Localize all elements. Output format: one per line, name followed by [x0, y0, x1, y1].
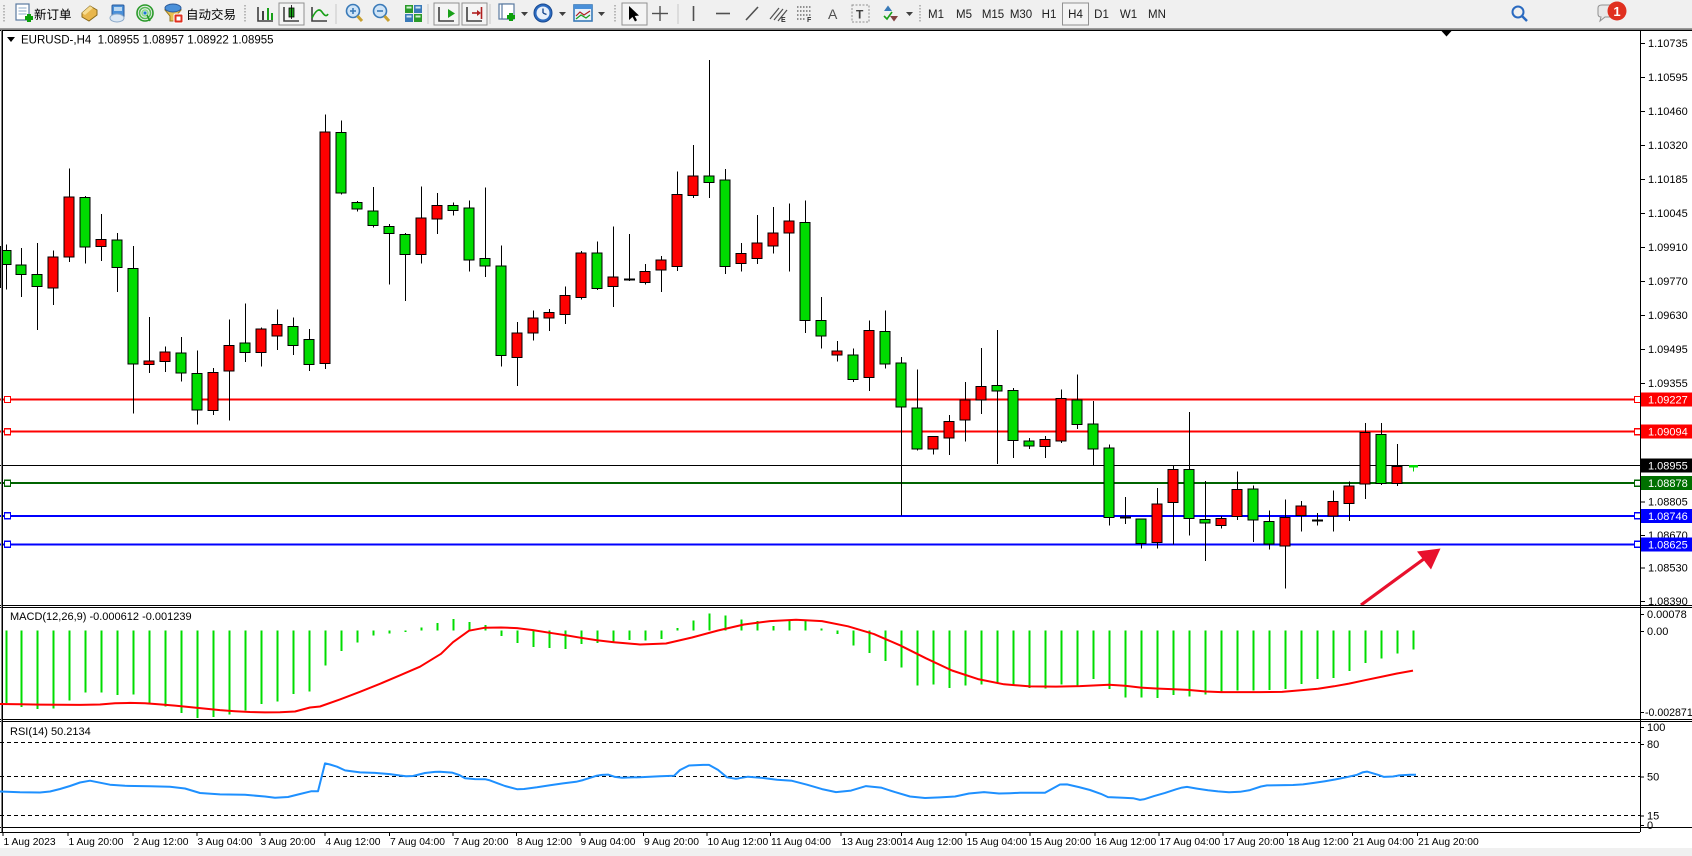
svg-text:1.10045: 1.10045	[1648, 208, 1688, 220]
svg-text:0: 0	[1647, 820, 1653, 832]
svg-text:0.00078: 0.00078	[1647, 609, 1687, 621]
svg-text:10 Aug 12:00: 10 Aug 12:00	[708, 837, 769, 848]
svg-text:1.09495: 1.09495	[1648, 344, 1688, 356]
svg-text:2 Aug 12:00: 2 Aug 12:00	[134, 837, 189, 848]
svg-text:1.09770: 1.09770	[1648, 276, 1688, 288]
svg-text:1.08746: 1.08746	[1648, 511, 1688, 523]
svg-text:17 Aug 20:00: 17 Aug 20:00	[1224, 837, 1285, 848]
svg-text:1.08805: 1.08805	[1648, 497, 1688, 509]
svg-text:1: 1	[1613, 4, 1620, 19]
svg-text:15 Aug 04:00: 15 Aug 04:00	[967, 837, 1028, 848]
svg-text:15 Aug 20:00: 15 Aug 20:00	[1031, 837, 1092, 848]
svg-text:T: T	[856, 8, 864, 22]
svg-text:13 Aug 23:00: 13 Aug 23:00	[842, 837, 903, 848]
svg-text:15: 15	[1647, 811, 1659, 823]
svg-text:MACD(12,26,9) -0.000612 -0.001: MACD(12,26,9) -0.000612 -0.001239	[10, 611, 192, 623]
svg-text:4 Aug 12:00: 4 Aug 12:00	[326, 837, 381, 848]
svg-text:21 Aug 20:00: 21 Aug 20:00	[1418, 837, 1479, 848]
svg-text:1.09094: 1.09094	[1648, 427, 1688, 439]
svg-text:H1: H1	[1042, 9, 1057, 21]
svg-text:1.09910: 1.09910	[1648, 242, 1688, 254]
svg-text:1 Aug 2023: 1 Aug 2023	[4, 837, 56, 848]
svg-text:EURUSD-,H4 1.08955 1.08957 1.: EURUSD-,H4 1.08955 1.08957 1.08922 1.089…	[21, 35, 274, 47]
svg-text:21 Aug 04:00: 21 Aug 04:00	[1353, 837, 1414, 848]
svg-text:1.10185: 1.10185	[1648, 174, 1688, 186]
svg-text:-0.002871: -0.002871	[1645, 707, 1692, 719]
svg-text:0.00: 0.00	[1647, 626, 1668, 638]
svg-text:11 Aug 04:00: 11 Aug 04:00	[771, 837, 831, 848]
svg-text:MN: MN	[1148, 9, 1166, 21]
svg-text:1.08955: 1.08955	[1648, 461, 1688, 473]
svg-text:A: A	[828, 6, 838, 22]
svg-text:M5: M5	[956, 9, 972, 21]
svg-text:9 Aug 04:00: 9 Aug 04:00	[581, 837, 636, 848]
svg-text:7 Aug 20:00: 7 Aug 20:00	[454, 837, 509, 848]
svg-text:50: 50	[1647, 772, 1659, 784]
svg-text:1.08390: 1.08390	[1648, 596, 1688, 608]
svg-text:7 Aug 04:00: 7 Aug 04:00	[390, 837, 445, 848]
svg-text:1.09227: 1.09227	[1648, 395, 1688, 407]
svg-text:M15: M15	[982, 9, 1004, 21]
svg-text:9 Aug 20:00: 9 Aug 20:00	[644, 837, 699, 848]
svg-text:1.10320: 1.10320	[1648, 140, 1688, 152]
svg-text:3 Aug 04:00: 3 Aug 04:00	[198, 837, 253, 848]
svg-text:18 Aug 12:00: 18 Aug 12:00	[1288, 837, 1349, 848]
svg-text:80: 80	[1647, 739, 1659, 751]
svg-text:14 Aug 12:00: 14 Aug 12:00	[902, 837, 963, 848]
svg-text:3 Aug 20:00: 3 Aug 20:00	[261, 837, 316, 848]
svg-text:F: F	[807, 17, 812, 24]
svg-text:1.08878: 1.08878	[1648, 478, 1688, 490]
svg-text:1 Aug 20:00: 1 Aug 20:00	[69, 837, 124, 848]
svg-text:H4: H4	[1068, 9, 1083, 21]
svg-text:W1: W1	[1120, 9, 1137, 21]
svg-text:1.10595: 1.10595	[1648, 72, 1688, 84]
svg-text:8 Aug 12:00: 8 Aug 12:00	[517, 837, 572, 848]
svg-text:1.09355: 1.09355	[1648, 378, 1688, 390]
svg-text:100: 100	[1647, 722, 1665, 734]
svg-text:1.08530: 1.08530	[1648, 562, 1688, 574]
svg-text:M1: M1	[928, 9, 944, 21]
svg-text:E: E	[781, 17, 786, 24]
svg-text:M30: M30	[1010, 9, 1032, 21]
svg-text:1.09630: 1.09630	[1648, 310, 1688, 322]
svg-text:1.10460: 1.10460	[1648, 106, 1688, 118]
svg-text:RSI(14) 50.2134: RSI(14) 50.2134	[10, 726, 91, 738]
svg-text:16 Aug 12:00: 16 Aug 12:00	[1096, 837, 1157, 848]
svg-text:17 Aug 04:00: 17 Aug 04:00	[1160, 837, 1221, 848]
svg-text:1.08625: 1.08625	[1648, 539, 1688, 551]
svg-text:1.10735: 1.10735	[1648, 38, 1688, 50]
svg-text:D1: D1	[1094, 9, 1109, 21]
